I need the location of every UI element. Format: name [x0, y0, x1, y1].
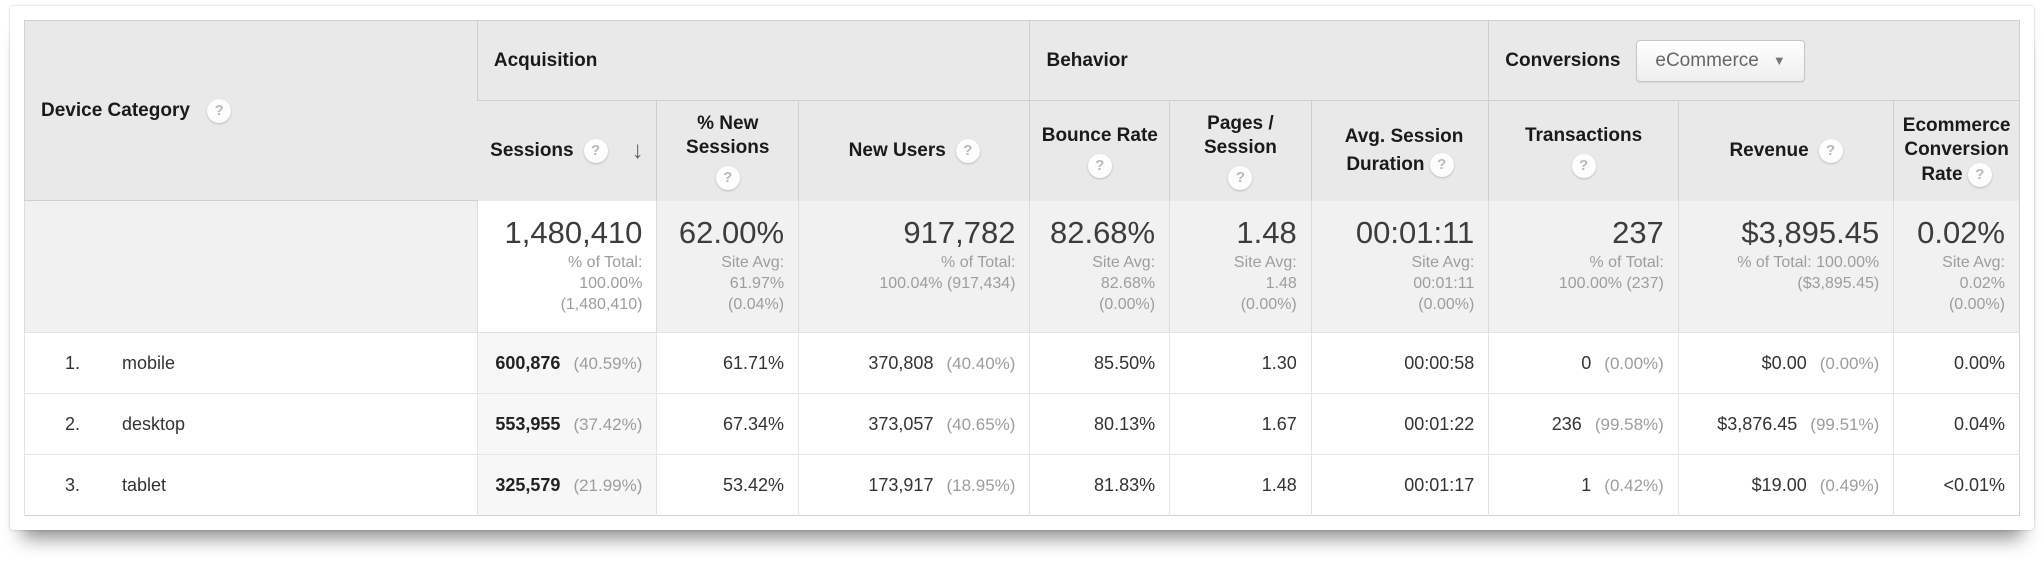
new-users-cell: 173,917 (18.95%): [798, 454, 1030, 516]
pages-session-cell: 1.48: [1169, 454, 1312, 516]
sessions-cell: 325,579 (21.99%): [476, 454, 657, 516]
new-sessions-cell: 53.42%: [656, 454, 799, 516]
summary-new-sessions: 62.00% Site Avg: 61.97% (0.04%): [656, 200, 799, 333]
help-icon[interactable]: ?: [583, 138, 608, 163]
conversions-metric-value: eCommerce: [1655, 49, 1759, 71]
summary-pages-session: 1.48 Site Avg: 1.48 (0.00%): [1169, 200, 1312, 333]
column-header-revenue[interactable]: Revenue ?: [1677, 100, 1894, 201]
column-header-pages-session[interactable]: Pages / Session ?: [1169, 100, 1312, 201]
help-icon[interactable]: ?: [207, 98, 232, 123]
analytics-table-card: Device Category ? Acquisition Behavior C…: [10, 6, 2034, 530]
avg-session-duration-cell: 00:00:58: [1310, 332, 1489, 394]
sort-descending-icon: ↓: [631, 136, 644, 164]
summary-device-cell: [24, 200, 478, 333]
device-cell: 1. mobile: [24, 332, 478, 394]
new-sessions-cell: 67.34%: [656, 393, 799, 455]
conversions-label: Conversions: [1505, 49, 1621, 71]
new-sessions-cell: 61.71%: [656, 332, 799, 394]
bounce-rate-cell: 81.83%: [1029, 454, 1170, 516]
bounce-rate-cell: 85.50%: [1029, 332, 1170, 394]
caret-down-icon: ▼: [1772, 53, 1786, 68]
summary-row: 1,480,410 % of Total: 100.00% (1,480,410…: [24, 200, 2020, 333]
column-header-avg-session-duration[interactable]: Avg. Session Duration ?: [1310, 100, 1489, 201]
sessions-cell: 600,876 (40.59%): [476, 332, 657, 394]
summary-sessions: 1,480,410 % of Total: 100.00% (1,480,410…: [476, 200, 657, 333]
help-icon[interactable]: ?: [1571, 153, 1596, 178]
column-header-transactions[interactable]: Transactions ?: [1488, 100, 1679, 201]
help-icon[interactable]: ?: [955, 138, 980, 163]
device-label: mobile: [122, 352, 176, 373]
device-category-header[interactable]: Device Category ?: [24, 20, 478, 201]
help-icon[interactable]: ?: [1429, 152, 1454, 177]
summary-bounce-rate: 82.68% Site Avg: 82.68% (0.00%): [1029, 200, 1170, 333]
device-label: desktop: [122, 413, 186, 434]
column-header-ecommerce-conversion-rate[interactable]: Ecommerce Conversion Rate ?: [1893, 100, 2020, 201]
column-header-new-users[interactable]: New Users ?: [798, 100, 1030, 201]
avg-session-duration-cell: 00:01:22: [1310, 393, 1489, 455]
summary-transactions: 237 % of Total: 100.00% (237): [1488, 200, 1679, 333]
column-header-new-sessions[interactable]: % New Sessions ?: [656, 100, 799, 201]
summary-new-users: 917,782 % of Total: 100.04% (917,434): [798, 200, 1030, 333]
table-row-tablet: 3. tablet 325,579 (21.99%) 53.42% 173,91…: [24, 454, 2020, 516]
device-category-table: Device Category ? Acquisition Behavior C…: [24, 20, 2020, 516]
table-row-mobile: 1. mobile 600,876 (40.59%) 61.71% 370,80…: [24, 332, 2020, 394]
new-users-cell: 373,057 (40.65%): [798, 393, 1030, 455]
column-header-row: Sessions ? ↓ % New Sessions ? New Users …: [25, 100, 2020, 201]
help-icon[interactable]: ?: [1818, 138, 1843, 163]
ecommerce-conversion-rate-cell: 0.04%: [1893, 393, 2020, 455]
column-header-sessions[interactable]: Sessions ? ↓: [477, 100, 657, 201]
ecommerce-conversion-rate-cell: <0.01%: [1893, 454, 2020, 516]
revenue-cell: $3,876.45 (99.51%): [1677, 393, 1894, 455]
ecommerce-conversion-rate-cell: 0.00%: [1893, 332, 2020, 394]
avg-session-duration-cell: 00:01:17: [1310, 454, 1489, 516]
bounce-rate-cell: 80.13%: [1029, 393, 1170, 455]
table-row-desktop: 2. desktop 553,955 (37.42%) 67.34% 373,0…: [24, 393, 2020, 455]
summary-ecommerce-conversion-rate: 0.02% Site Avg: 0.02% (0.00%): [1893, 200, 2020, 333]
revenue-cell: $0.00 (0.00%): [1677, 332, 1894, 394]
group-acquisition: Acquisition: [476, 20, 1030, 101]
device-cell: 3. tablet: [24, 454, 478, 516]
group-header-row: Device Category ? Acquisition Behavior C…: [24, 20, 2020, 201]
revenue-cell: $19.00 (0.49%): [1677, 454, 1894, 516]
help-icon[interactable]: ?: [1228, 165, 1253, 190]
device-label: tablet: [122, 474, 167, 495]
device-cell: 2. desktop: [24, 393, 478, 455]
transactions-cell: 0 (0.00%): [1488, 332, 1679, 394]
column-header-bounce-rate[interactable]: Bounce Rate ?: [1029, 100, 1170, 201]
group-conversions: Conversions eCommerce ▼: [1488, 20, 2020, 101]
transactions-cell: 236 (99.58%): [1488, 393, 1679, 455]
transactions-cell: 1 (0.42%): [1488, 454, 1679, 516]
acquisition-label: Acquisition: [493, 49, 598, 71]
behavior-label: Behavior: [1046, 49, 1128, 71]
summary-avg-session-duration: 00:01:11 Site Avg: 00:01:11 (0.00%): [1310, 200, 1489, 333]
conversions-metric-dropdown[interactable]: eCommerce ▼: [1636, 39, 1805, 82]
new-users-cell: 370,808 (40.40%): [798, 332, 1030, 394]
group-behavior: Behavior: [1029, 20, 1489, 101]
device-category-label: Device Category: [41, 99, 190, 121]
help-icon[interactable]: ?: [1967, 163, 1992, 188]
sessions-cell: 553,955 (37.42%): [476, 393, 657, 455]
pages-session-cell: 1.67: [1169, 393, 1312, 455]
pages-session-cell: 1.30: [1169, 332, 1312, 394]
help-icon[interactable]: ?: [1087, 153, 1112, 178]
summary-revenue: $3,895.45 % of Total: 100.00% ($3,895.45…: [1677, 200, 1894, 333]
help-icon[interactable]: ?: [715, 165, 740, 190]
